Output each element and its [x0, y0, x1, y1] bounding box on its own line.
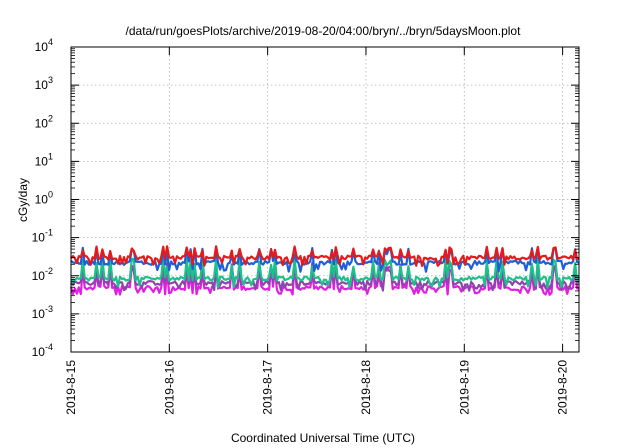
y-tick-exponent: -4	[45, 342, 53, 352]
y-tick-exponent: -2	[45, 266, 53, 276]
x-axis-label: Coordinated Universal Time (UTC)	[231, 431, 415, 445]
series-line	[69, 256, 580, 289]
x-tick-label: 2019-8-15	[64, 360, 78, 415]
x-axis: 2019-8-15 2019-8-16 2019-8-17 2019-8-18 2019…	[64, 47, 570, 415]
y-tick-exponent: 0	[48, 190, 53, 200]
y-tick-label: 10-3	[32, 304, 53, 321]
x-tick-label: 2019-8-18	[359, 360, 373, 415]
series-line	[70, 245, 580, 267]
y-tick-base: 10	[35, 154, 49, 168]
x-tick-label: 2019-8-17	[261, 360, 275, 415]
y-tick-exponent: 4	[48, 37, 53, 47]
y-tick-label: 10-1	[32, 228, 53, 245]
y-tick-base: 10	[32, 345, 46, 359]
y-tick-base: 10	[35, 78, 49, 92]
y-tick-base: 10	[35, 193, 49, 207]
y-tick-label: 104	[35, 37, 53, 54]
x-tick-label: 2019-8-16	[162, 360, 176, 415]
y-tick-base: 10	[32, 269, 46, 283]
y-tick-exponent: -1	[45, 228, 53, 238]
y-tick-label: 102	[35, 113, 53, 130]
x-tick-label: 2019-8-19	[457, 360, 471, 415]
y-tick-exponent: 3	[48, 75, 53, 85]
y-tick-base: 10	[32, 231, 46, 245]
y-tick-base: 10	[35, 116, 49, 130]
y-tick-label: 10-2	[32, 266, 53, 283]
y-tick-label: 101	[35, 151, 53, 168]
y-tick-label: 103	[35, 75, 53, 92]
y-tick-exponent: -3	[45, 304, 53, 314]
series-group	[69, 245, 580, 296]
y-tick-base: 10	[35, 40, 49, 54]
y-tick-exponent: 2	[48, 113, 53, 123]
y-tick-label: 100	[35, 190, 53, 207]
y-axis-label: cGy/day	[16, 178, 30, 222]
y-tick-label: 10-4	[32, 342, 53, 359]
series-line	[70, 246, 580, 273]
y-tick-base: 10	[32, 307, 46, 321]
series-line	[70, 261, 580, 292]
y-tick-exponent: 1	[48, 151, 53, 161]
grid	[71, 47, 579, 352]
x-tick-label: 2019-8-20	[556, 360, 570, 415]
chart-title: /data/run/goesPlots/archive/2019-08-20/0…	[126, 24, 522, 38]
